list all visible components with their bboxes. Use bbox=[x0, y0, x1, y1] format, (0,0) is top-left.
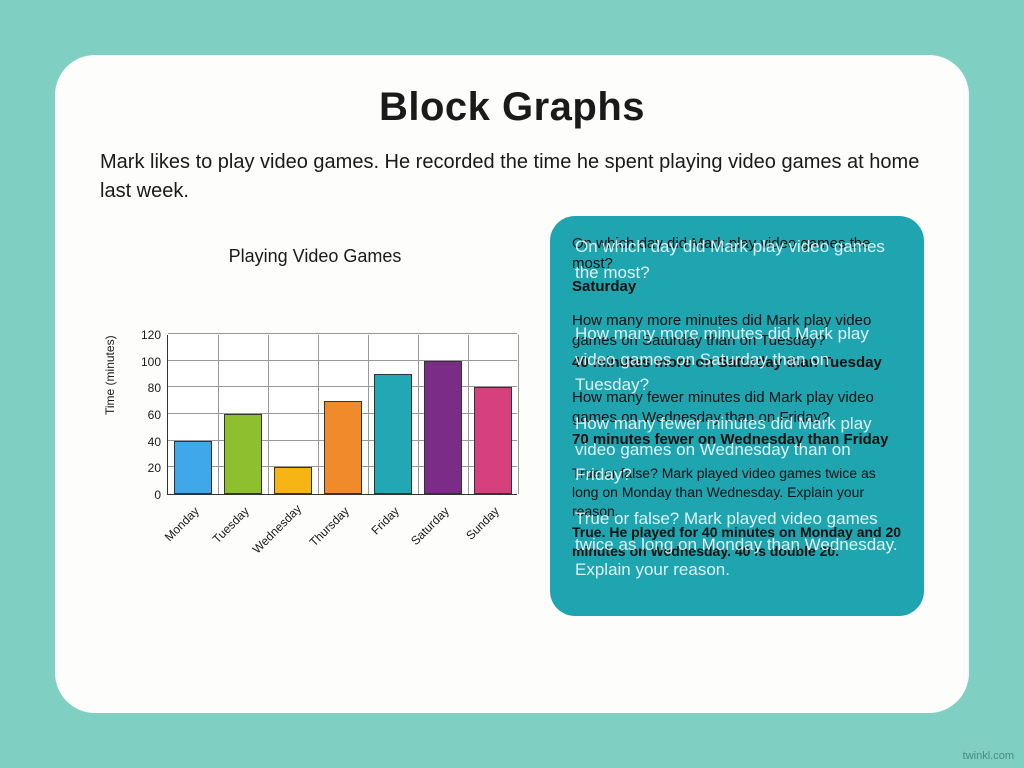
plot-area bbox=[167, 335, 517, 495]
x-tick: Sunday bbox=[450, 504, 502, 556]
vgridline bbox=[518, 335, 519, 494]
x-tick: Tuesday bbox=[200, 504, 252, 556]
overlay-question: How many fewer minutes did Mark play vid… bbox=[575, 411, 902, 488]
bar-tuesday bbox=[224, 414, 262, 494]
x-tick: Friday bbox=[350, 504, 402, 556]
overlay-question: On which day did Mark play video games t… bbox=[575, 234, 902, 285]
chart-area: Playing Video Games Time (minutes) 02040… bbox=[100, 236, 530, 616]
overlay-question: True or false? Mark played video games t… bbox=[575, 506, 902, 583]
content-row: Playing Video Games Time (minutes) 02040… bbox=[100, 236, 924, 616]
x-tick: Monday bbox=[150, 504, 202, 556]
chart-wrap: Time (minutes) 020406080100120 MondayTue… bbox=[125, 335, 530, 575]
x-tick: Saturday bbox=[400, 504, 452, 556]
content-card: Block Graphs Mark likes to play video ga… bbox=[55, 55, 969, 713]
vgridline bbox=[318, 335, 319, 494]
gridline bbox=[168, 360, 517, 361]
watermark: twinkl.com bbox=[963, 750, 1014, 762]
x-tick: Wednesday bbox=[250, 504, 302, 556]
x-ticks: MondayTuesdayWednesdayThursdayFridaySatu… bbox=[167, 500, 517, 560]
question-panel: On which day did Mark play video games t… bbox=[550, 216, 924, 616]
vgridline bbox=[218, 335, 219, 494]
vgridline bbox=[368, 335, 369, 494]
bar-thursday bbox=[324, 401, 362, 494]
bar-friday bbox=[374, 374, 412, 494]
y-axis-label: Time (minutes) bbox=[103, 335, 117, 415]
chart-title: Playing Video Games bbox=[100, 246, 530, 267]
bar-saturday bbox=[424, 361, 462, 494]
y-ticks: 020406080100120 bbox=[133, 335, 161, 495]
page-title: Block Graphs bbox=[100, 85, 924, 130]
vgridline bbox=[268, 335, 269, 494]
overlay-question: How many more minutes did Mark play vide… bbox=[575, 321, 902, 398]
bar-sunday bbox=[474, 387, 512, 494]
x-tick: Thursday bbox=[300, 504, 352, 556]
intro-text: Mark likes to play video games. He recor… bbox=[100, 148, 924, 206]
gridline bbox=[168, 333, 517, 334]
vgridline bbox=[418, 335, 419, 494]
vgridline bbox=[468, 335, 469, 494]
bar-monday bbox=[174, 441, 212, 494]
gridline bbox=[168, 386, 517, 387]
bar-wednesday bbox=[274, 467, 312, 494]
